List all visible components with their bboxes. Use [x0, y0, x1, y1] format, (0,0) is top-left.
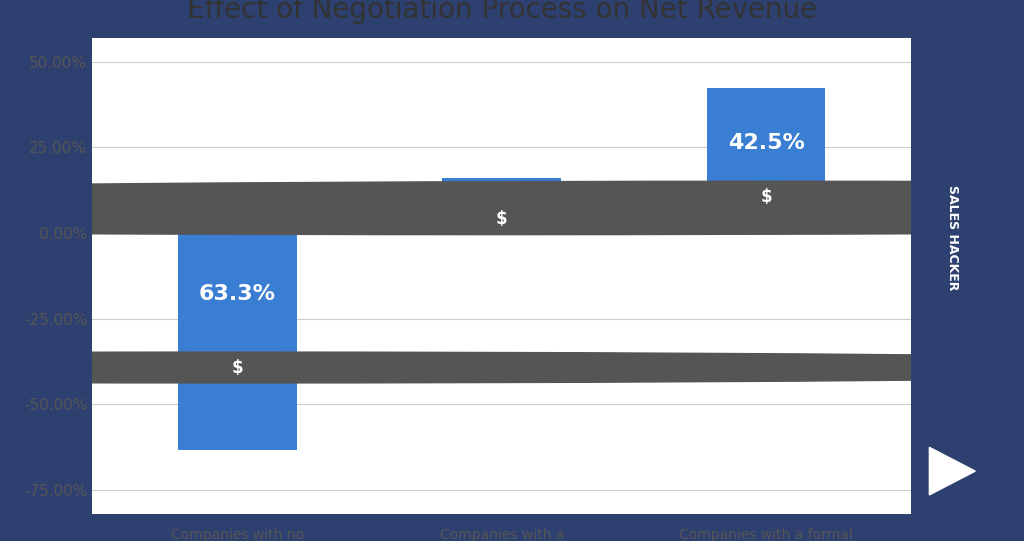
Circle shape	[0, 204, 1024, 235]
Circle shape	[0, 352, 1024, 383]
Bar	[178, 233, 297, 450]
Text: 42.5%: 42.5%	[728, 133, 805, 153]
Text: $: $	[231, 359, 244, 377]
Text: SALES HACKER: SALES HACKER	[946, 185, 958, 291]
Title: Effect of Negotiation Process on Net Revenue: Effect of Negotiation Process on Net Rev…	[186, 0, 817, 24]
Bar	[707, 88, 825, 233]
Text: 16.2%: 16.2%	[463, 189, 541, 209]
Text: $: $	[496, 210, 508, 228]
Text: 63.3%: 63.3%	[199, 284, 276, 304]
Bar	[442, 177, 561, 233]
Polygon shape	[930, 447, 975, 495]
Circle shape	[0, 181, 1024, 212]
Text: $: $	[760, 188, 772, 206]
